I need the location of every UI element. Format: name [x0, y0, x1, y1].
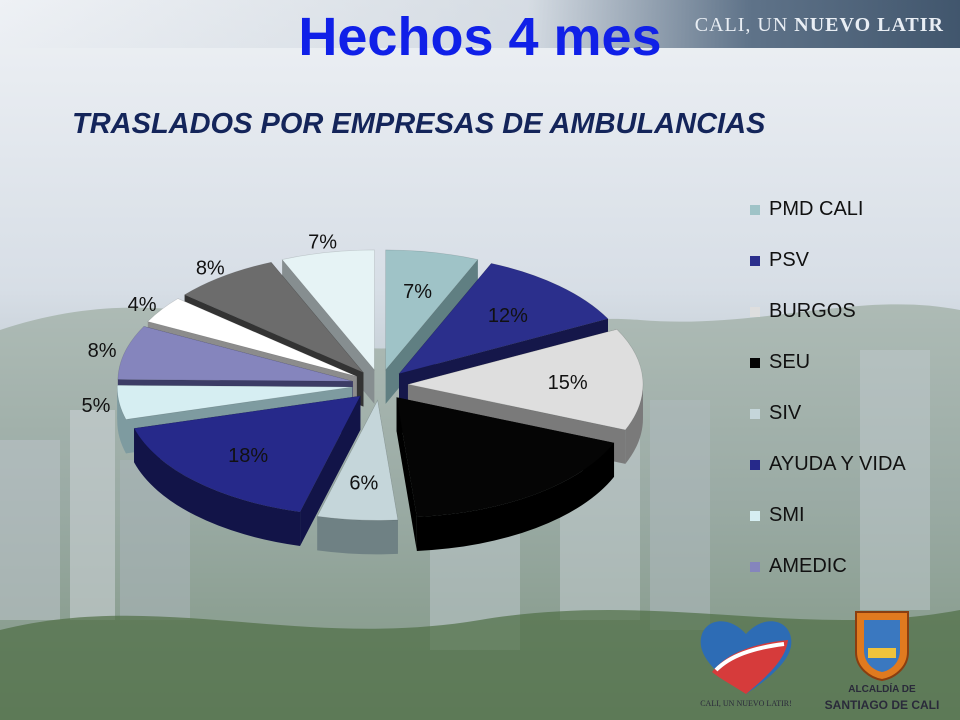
legend-label: SMI: [769, 504, 805, 526]
legend-swatch: [750, 358, 760, 368]
legend-label: PMD CALI: [769, 198, 864, 220]
pie-slice-label: 8%: [88, 340, 117, 362]
pie-slice: [316, 399, 399, 555]
chart-subtitle: TRASLADOS POR EMPRESAS DE AMBULANCIAS: [72, 108, 766, 140]
pie-slice-top: [407, 329, 644, 431]
cali-heart-logo: CALI, UN NUEVO LATIR!: [700, 621, 792, 708]
legend-label: SEU: [769, 351, 811, 373]
top-banner: CALI, UN NUEVO LATIR: [0, 0, 960, 48]
pie-slice-label: 15%: [548, 372, 588, 394]
pie-slice-top: [385, 249, 479, 371]
pie-slice-top: [396, 397, 615, 518]
legend-swatch: [750, 409, 760, 419]
legend-label: PSV: [769, 249, 810, 271]
pie-slice-side: [416, 442, 615, 551]
legend-label: SIV: [769, 402, 802, 424]
pie-slice-top: [133, 395, 361, 513]
pie-slice-side: [625, 384, 643, 464]
legend-swatch: [750, 511, 760, 521]
pie-slice-label: 12%: [488, 305, 528, 327]
seal-line-1: ALCALDÍA DE: [848, 684, 916, 695]
legend-swatch: [750, 256, 760, 266]
pie-slice: [396, 397, 615, 551]
pie-slice-label: 5%: [81, 395, 110, 417]
pie-slice-top: [117, 325, 353, 382]
pie-slice-top: [281, 249, 375, 371]
pie-slice: [133, 395, 361, 546]
legend-swatch: [750, 562, 760, 572]
legend-swatch: [750, 205, 760, 215]
pie-slice-label: 7%: [308, 232, 337, 254]
pie-slice-top: [116, 384, 353, 420]
heart-logo-caption: CALI, UN NUEVO LATIR!: [700, 699, 792, 708]
pie-slice-label: 6%: [349, 473, 378, 495]
legend-label: BURGOS: [769, 300, 856, 322]
pie-slice-side: [134, 428, 301, 546]
pie-slice-edge: [396, 397, 417, 551]
legend-swatch: [750, 460, 760, 470]
pie-slice-top: [316, 399, 399, 521]
pie-slice-top: [183, 261, 364, 373]
seal-line-2: SANTIAGO DE CALI: [824, 698, 940, 712]
alcaldia-seal-logo: ALCALDÍA DE SANTIAGO DE CALI: [812, 608, 952, 716]
pie-slice-top: [147, 298, 357, 377]
pie-slice-label: 8%: [196, 257, 225, 279]
slide-title: Hechos 4 mes: [298, 7, 662, 67]
brand-bold: NUEVO LATIR: [794, 14, 944, 36]
legend-swatch: [750, 307, 760, 317]
legend-label: AMEDIC: [769, 555, 847, 577]
pie-slice-edge: [300, 395, 361, 546]
brand-plain: CALI, UN: [694, 14, 789, 36]
pie-slice-label: 18%: [228, 445, 268, 467]
pie-slice-top: [398, 263, 609, 375]
brand-tagline: CALI, UN NUEVO LATIR: [695, 14, 944, 37]
pie-slice-label: 4%: [128, 294, 157, 316]
legend-label: AYUDA Y VIDA: [769, 453, 906, 475]
pie-slice-label: 7%: [403, 281, 432, 303]
seal-icon: [855, 611, 909, 682]
pie-slice-side: [317, 516, 398, 555]
